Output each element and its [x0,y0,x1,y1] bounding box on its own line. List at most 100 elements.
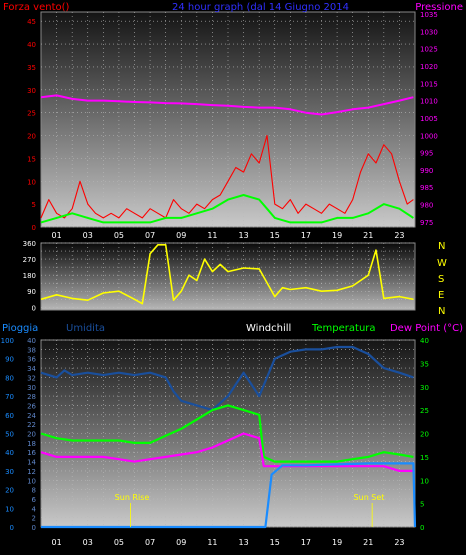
y-tick-label: 50 [5,431,14,439]
y-tick-label: 15 [420,454,429,462]
y-tick-label: 980 [420,201,433,209]
x-tick-label: 17 [301,538,311,547]
wind-force-label: Forza vento() [3,2,70,13]
y-tick-label: 24 [27,412,36,420]
y-tick-label: 26 [27,402,36,410]
plot-area-wind-dir [40,242,416,311]
series-line-top-1 [40,194,414,224]
x-tick-label: 15 [270,538,280,547]
y-tick-label: 80 [5,374,14,382]
y-tick-label: 22 [27,421,36,429]
compass-e: E [438,290,444,301]
humidity-label: Umidita [66,323,105,334]
y-tick-label: 1005 [420,115,438,123]
y-tick-label: 28 [27,393,36,401]
y-tick-label: 1000 [420,132,438,140]
y-tick-label: 18 [27,440,36,448]
x-tick-label: 07 [145,231,155,240]
y-tick-label: 34 [27,365,36,373]
y-tick-label: 1015 [420,80,438,88]
y-tick-label: 0 [10,524,14,532]
y-tick-label: 1035 [420,11,438,19]
plot-area-top [40,11,416,228]
y-tick-label: 360 [23,240,36,248]
x-tick-label: 01 [51,538,61,547]
compass-n-bottom: N [438,306,445,317]
x-tick-label: 13 [238,231,248,240]
y-tick-label: 6 [32,496,37,504]
y-tick-label: 1010 [420,98,438,106]
series-line-top-0 [40,134,414,219]
y-tick-label: 20 [27,431,36,439]
y-tick-label: 35 [27,64,36,72]
y-tick-label: 32 [27,374,36,382]
x-tick-label: 15 [270,231,280,240]
y-tick-label: 14 [27,459,36,467]
x-tick-label: 23 [394,231,404,240]
y-tick-label: 15 [27,155,36,163]
x-tick-label: 11 [207,231,217,240]
chart-title: 24 hour graph (dal 14 Giugno 2014 [172,2,349,13]
y-tick-label: 100 [1,337,14,345]
y-tick-label: 70 [5,393,14,401]
compass-s: S [438,274,444,285]
series-line-top-2 [40,94,414,116]
y-tick-label: 5 [420,501,424,509]
sun-set-label: Sun Set [354,493,385,502]
rain-label: Pioggia [2,323,38,334]
x-tick-label: 13 [238,538,248,547]
x-tick-label: 03 [83,538,93,547]
y-tick-label: 30 [27,87,36,95]
y-tick-label: 5 [32,201,36,209]
y-tick-label: 36 [27,356,36,364]
y-tick-label: 12 [27,468,36,476]
y-tick-label: 180 [23,272,36,280]
series-line-bottom-3 [41,462,417,529]
y-tick-label: 8 [32,487,36,495]
y-tick-label: 975 [420,219,433,227]
y-tick-label: 90 [5,356,14,364]
windchill-label: Windchill [246,323,291,334]
series-line-bottom-1 [40,404,414,463]
y-tick-label: 30 [5,468,14,476]
y-tick-label: 270 [23,256,36,264]
y-tick-label: 30 [27,384,36,392]
y-tick-label: 40 [27,41,36,49]
y-tick-label: 20 [27,133,36,141]
pressure-label: Pressione [415,2,463,13]
y-tick-label: 90 [27,288,36,296]
y-tick-label: 10 [420,477,429,485]
x-tick-label: 09 [176,538,186,547]
y-tick-label: 20 [420,431,429,439]
y-tick-label: 40 [27,337,36,345]
y-tick-label: 1025 [420,46,438,54]
x-tick-label: 21 [363,538,373,547]
y-tick-label: 4 [32,505,37,513]
y-tick-label: 985 [420,184,433,192]
y-tick-label: 995 [420,150,433,158]
y-tick-label: 35 [420,360,429,368]
compass-w: W [437,258,447,269]
y-tick-label: 0 [420,524,424,532]
sun-rise-label: Sun Rise [115,493,150,502]
x-tick-label: 17 [301,231,311,240]
x-tick-label: 09 [176,231,186,240]
y-tick-label: 2 [32,515,36,523]
y-tick-label: 40 [420,337,429,345]
compass-n-top: N [438,241,445,252]
x-tick-label: 19 [332,538,342,547]
y-tick-label: 0 [32,524,36,532]
y-tick-label: 1020 [420,63,438,71]
series-line-bottom-2 [40,432,414,472]
temperature-label: Temperatura [311,323,376,334]
series-line-wind-dir-0 [40,244,414,305]
x-tick-label: 19 [332,231,342,240]
x-tick-label: 01 [51,231,61,240]
x-tick-label: 07 [145,538,155,547]
dew-point-label: Dew Point (°C) [390,323,463,334]
x-tick-label: 21 [363,231,373,240]
x-tick-label: 11 [207,538,217,547]
y-tick-label: 25 [420,407,429,415]
x-tick-label: 05 [114,231,124,240]
